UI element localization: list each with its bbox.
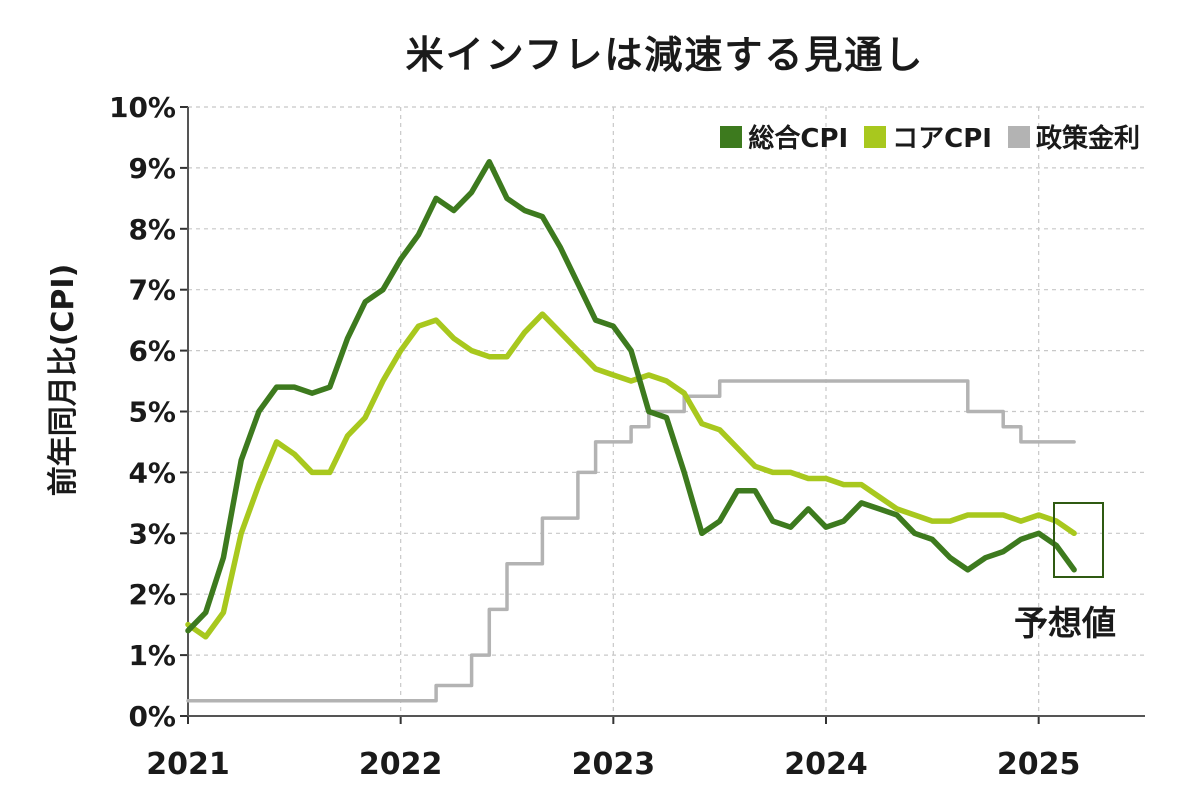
series-line-headline-cpi xyxy=(185,159,1077,634)
forecast-box xyxy=(1053,502,1104,578)
y-tick-label: 8% xyxy=(128,213,176,246)
y-tick-label: 2% xyxy=(128,578,176,611)
y-tick-label: 5% xyxy=(128,396,176,429)
legend-label: 政策金利 xyxy=(1035,124,1140,154)
chart-legend: 総合CPI コアCPI 政策金利 xyxy=(720,118,1140,155)
legend-swatch xyxy=(720,125,743,148)
y-tick-label: 10% xyxy=(109,91,176,124)
y-tick-label: 0% xyxy=(128,700,176,733)
legend-item: コアCPI xyxy=(864,118,992,155)
chart-title: 米インフレは減速する見通し xyxy=(405,33,925,77)
forecast-annotation: 予想値 xyxy=(1014,604,1116,644)
y-tick-label: 4% xyxy=(128,456,176,489)
series-line-policy-rate xyxy=(186,379,1076,703)
legend-item: 政策金利 xyxy=(1007,118,1140,155)
y-tick-label: 9% xyxy=(128,152,176,185)
legend-item: 総合CPI xyxy=(720,118,848,155)
chart-grid xyxy=(188,106,1145,716)
legend-swatch xyxy=(1007,125,1030,148)
x-tick-label: 2024 xyxy=(784,747,868,782)
chart-axes: 0% 1% 2% 3% 4% 5% 6% 7% 8% 9% 10% 2021 2022 2023 2024 2… xyxy=(109,91,1145,782)
legend-label: 総合CPI xyxy=(748,124,849,154)
legend-label: コアCPI xyxy=(892,124,992,154)
x-tick-label: 2023 xyxy=(572,747,656,782)
y-axis-label: 前年同月比(CPI) xyxy=(46,263,81,497)
y-tick-label: 6% xyxy=(128,335,176,368)
y-tick-label: 3% xyxy=(128,517,176,550)
chart-series-layer xyxy=(185,159,1077,703)
legend-swatch xyxy=(864,125,887,148)
series-line-core-cpi xyxy=(185,311,1077,640)
y-tick-label: 1% xyxy=(128,639,176,672)
x-tick-label: 2021 xyxy=(146,747,230,782)
x-tick-label: 2022 xyxy=(359,747,443,782)
x-tick-label: 2025 xyxy=(997,747,1081,782)
y-tick-label: 7% xyxy=(128,274,176,307)
